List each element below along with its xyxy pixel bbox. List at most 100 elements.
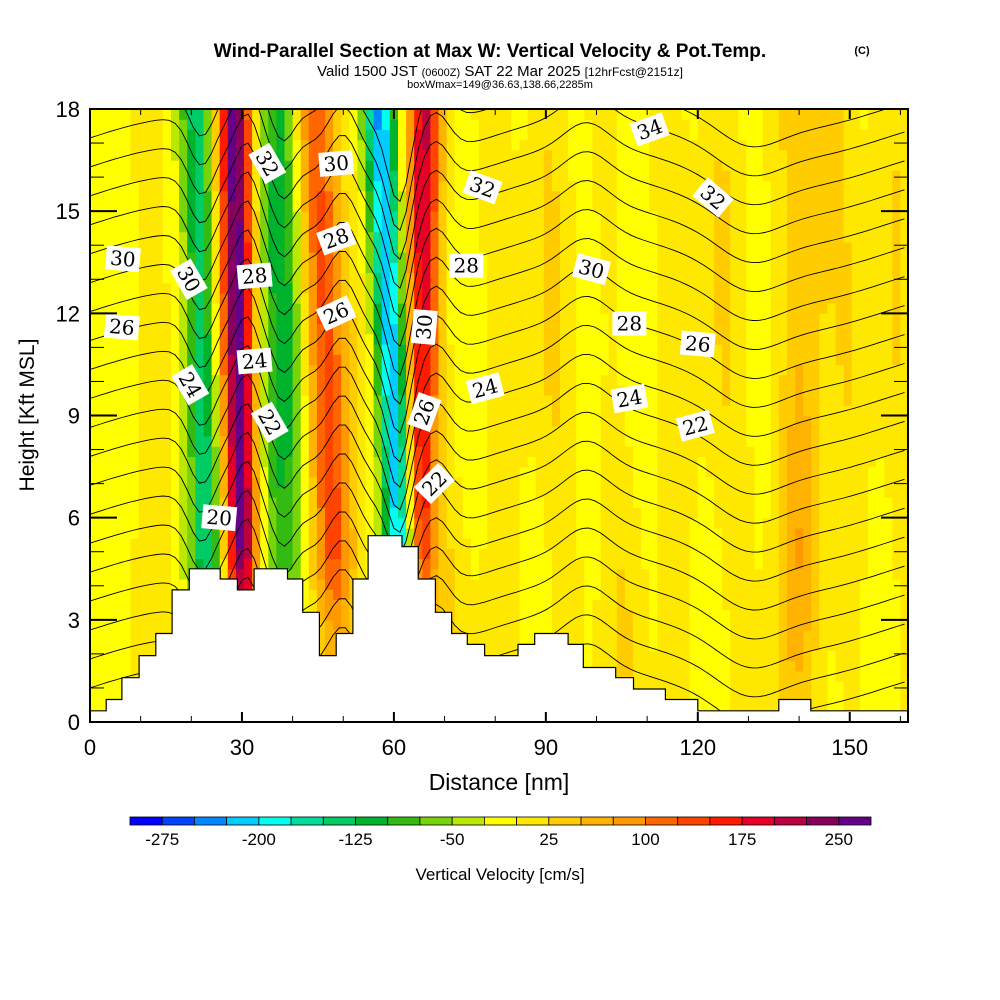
field-cell [422,354,431,365]
field-cell [665,609,675,621]
field-cell [462,579,472,590]
field-cell [657,497,666,508]
field-cell [495,487,504,498]
field-cell [325,487,334,498]
field-cell [608,364,618,376]
field-cell [722,630,731,641]
field-cell [235,221,245,233]
field-cell [333,619,342,631]
field-cell [738,538,747,549]
field-cell [90,149,99,161]
field-cell [316,109,326,120]
field-cell [454,364,464,376]
field-cell [568,507,577,519]
field-cell [138,456,148,468]
field-cell [235,487,245,498]
field-cell [592,200,602,212]
field-cell [633,589,642,600]
field-cell [244,415,253,427]
field-cell [98,609,107,621]
field-cell [560,129,569,141]
field-cell [657,313,666,325]
field-cell [527,364,537,376]
field-cell [179,292,188,304]
field-cell [600,221,610,233]
field-cell [284,180,294,192]
field-cell [325,517,334,529]
field-cell [373,435,383,447]
field-cell [430,507,440,519]
field-cell [349,425,358,437]
field-cell [738,323,747,335]
field-cell [171,435,180,447]
field-cell [389,446,399,457]
field-cell [584,344,593,355]
field-cell [357,446,367,457]
field-cell [616,538,626,549]
field-cell [381,231,391,243]
field-cell [373,272,383,284]
field-cell [665,589,675,600]
field-cell [576,129,585,141]
chart-subtitle-2: boxWmax=149@36.63,138.66,2285m [407,79,593,91]
field-cell [584,415,593,427]
field-cell [665,231,675,243]
field-cell [381,262,391,273]
field-cell [568,579,577,590]
field-cell [154,589,164,600]
field-cell [90,589,99,600]
field-cell [106,200,115,212]
field-cell [252,211,261,222]
field-cell [576,395,585,406]
field-cell [422,456,431,468]
field-cell [527,139,537,151]
field-cell [90,170,99,182]
field-cell [592,190,602,202]
field-cell [284,384,294,396]
field-cell [162,446,172,457]
field-cell [398,211,407,222]
field-cell [454,384,464,396]
field-cell [560,384,569,396]
field-cell [543,211,553,222]
field-cell [341,129,350,141]
field-cell [268,374,277,386]
field-cell [308,272,318,284]
field-cell [162,405,172,417]
field-cell [244,221,253,233]
field-cell [244,119,253,130]
field-cell [454,109,464,120]
field-cell [487,425,496,437]
field-cell [276,354,286,365]
field-cell [616,344,626,355]
field-cell [551,129,561,141]
field-cell [438,527,448,539]
field-cell [665,650,675,662]
field-cell [268,231,277,243]
field-cell [211,395,221,406]
field-cell [519,446,529,457]
field-cell [179,109,188,120]
field-cell [308,344,318,355]
field-cell [584,558,593,570]
field-cell [665,190,675,202]
field-cell [130,558,140,570]
field-cell [722,374,731,386]
field-cell [470,415,480,427]
field-cell [511,466,521,478]
field-cell [730,262,739,273]
field-cell [560,292,569,304]
field-cell [584,425,593,437]
field-cell [592,487,602,498]
field-cell [665,517,675,529]
field-cell [276,262,286,273]
field-cell [446,517,456,529]
field-cell [292,476,302,488]
field-cell [730,323,739,335]
field-cell [114,548,123,560]
field-cell [146,313,156,325]
field-cell [446,507,456,519]
field-cell [535,160,545,171]
field-cell [195,354,205,365]
field-cell [689,579,699,590]
